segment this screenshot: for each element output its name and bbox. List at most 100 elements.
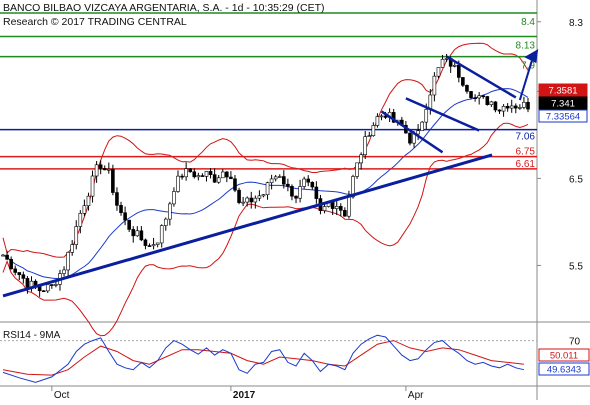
candle-body bbox=[269, 178, 274, 184]
candle-body bbox=[355, 162, 359, 177]
candle-body bbox=[522, 101, 526, 108]
candle-body bbox=[436, 67, 441, 77]
candle-body bbox=[290, 186, 294, 197]
channel-line bbox=[445, 55, 517, 99]
candle-body bbox=[168, 203, 172, 220]
candle-body bbox=[351, 176, 355, 198]
candle-body bbox=[501, 105, 506, 112]
candle-body bbox=[310, 181, 315, 188]
candle-body bbox=[180, 175, 184, 178]
x-tick-label: 2017 bbox=[233, 390, 256, 400]
x-tick-label: Oct bbox=[54, 390, 70, 400]
resistance-label: 8.13 bbox=[516, 41, 536, 52]
candle-body bbox=[98, 164, 103, 169]
candle-body bbox=[220, 171, 225, 179]
candle-body bbox=[383, 115, 388, 118]
candle-body bbox=[306, 178, 311, 183]
candle-body bbox=[131, 229, 136, 237]
candle-body bbox=[245, 197, 249, 203]
rsi-value-label-box bbox=[538, 362, 590, 376]
candle-body bbox=[111, 168, 115, 193]
candle-body bbox=[229, 176, 233, 180]
candle-body bbox=[208, 171, 213, 175]
candle-body bbox=[41, 290, 46, 293]
candle-body bbox=[54, 284, 58, 286]
candle-body bbox=[481, 95, 486, 98]
candle-body bbox=[477, 95, 481, 99]
candle-body bbox=[241, 201, 245, 204]
candle-body bbox=[127, 219, 131, 230]
resistance-label: 8.4 bbox=[521, 17, 535, 28]
candle-body bbox=[330, 201, 335, 209]
candle-body bbox=[21, 274, 26, 279]
candle-body bbox=[485, 96, 490, 105]
candle-body bbox=[147, 245, 152, 247]
candle-body bbox=[363, 136, 368, 156]
candle-body bbox=[212, 174, 217, 183]
support-label: 6.75 bbox=[516, 147, 536, 158]
candle-body bbox=[196, 175, 201, 178]
candle-body bbox=[155, 242, 160, 245]
candle-body bbox=[9, 258, 13, 270]
candle-body bbox=[294, 195, 298, 199]
candle-body bbox=[497, 109, 502, 112]
candle-body bbox=[233, 178, 237, 191]
candle-body bbox=[176, 175, 180, 192]
support-label: 7.06 bbox=[516, 132, 536, 143]
candle-body bbox=[265, 182, 270, 196]
candle-body bbox=[102, 168, 107, 171]
candle-body bbox=[86, 195, 91, 207]
candle-body bbox=[347, 196, 351, 217]
rsi-ma-value-label: 50.011 bbox=[550, 351, 578, 362]
chart-title: BANCO BILBAO VIZCAYA ARGENTARIA, S.A. - … bbox=[3, 2, 325, 14]
candle-body bbox=[465, 85, 469, 92]
copyright-label: Research © 2017 TRADING CENTRAL bbox=[3, 16, 187, 28]
candle-body bbox=[375, 116, 380, 126]
candle-body bbox=[343, 210, 347, 217]
candle-body bbox=[216, 177, 221, 183]
candle-body bbox=[286, 183, 290, 187]
candle-body bbox=[314, 186, 319, 199]
candle-body bbox=[334, 206, 339, 209]
candle-body bbox=[282, 176, 286, 185]
candle-body bbox=[204, 171, 209, 177]
candle-body bbox=[379, 115, 384, 118]
candle-body bbox=[90, 175, 95, 197]
candle-body bbox=[489, 101, 494, 105]
candle-body bbox=[457, 64, 461, 78]
rsi-ma-value-label-box bbox=[538, 348, 590, 362]
candle-body bbox=[359, 154, 363, 164]
candle-body bbox=[424, 109, 429, 123]
candle-body bbox=[5, 254, 9, 260]
rsi-line bbox=[2, 334, 525, 383]
candle-body bbox=[225, 171, 229, 178]
candle-body bbox=[273, 176, 278, 180]
candle-body bbox=[408, 132, 412, 144]
candle-body bbox=[473, 97, 477, 99]
candle-body bbox=[302, 178, 306, 187]
bollinger-upper-line bbox=[2, 42, 529, 258]
candle-body bbox=[367, 135, 372, 137]
projection-arrow-line bbox=[518, 52, 536, 101]
candle-body bbox=[192, 171, 197, 178]
candle-body bbox=[452, 64, 457, 67]
candle-body bbox=[432, 75, 437, 96]
channel-line bbox=[380, 110, 444, 154]
candle-body bbox=[322, 206, 327, 211]
candle-body bbox=[440, 58, 445, 68]
candle-body bbox=[469, 91, 473, 98]
candle-body bbox=[298, 186, 302, 199]
candle-body bbox=[143, 239, 148, 246]
candle-body bbox=[188, 168, 193, 173]
candle-body bbox=[184, 168, 188, 178]
candle-body bbox=[74, 226, 79, 245]
channel-line bbox=[405, 97, 480, 132]
candle-body bbox=[25, 278, 30, 288]
candle-body bbox=[416, 130, 420, 135]
y-tick-label: 8.3 bbox=[569, 18, 583, 29]
candle-body bbox=[66, 252, 70, 271]
candle-body bbox=[518, 107, 522, 109]
